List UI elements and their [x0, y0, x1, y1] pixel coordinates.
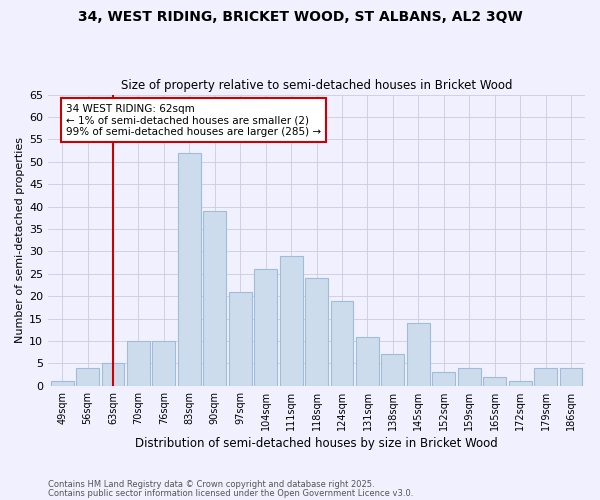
Bar [560, 368, 583, 386]
Bar [534, 368, 557, 386]
Title: Size of property relative to semi-detached houses in Bricket Wood: Size of property relative to semi-detach… [121, 79, 512, 92]
Bar [509, 382, 532, 386]
Bar [483, 377, 506, 386]
Bar [382, 354, 404, 386]
Bar [331, 300, 353, 386]
Text: Contains public sector information licensed under the Open Government Licence v3: Contains public sector information licen… [48, 490, 413, 498]
Text: Contains HM Land Registry data © Crown copyright and database right 2025.: Contains HM Land Registry data © Crown c… [48, 480, 374, 489]
X-axis label: Distribution of semi-detached houses by size in Bricket Wood: Distribution of semi-detached houses by … [135, 437, 498, 450]
Bar [152, 341, 175, 386]
Bar [458, 368, 481, 386]
Bar [229, 292, 251, 386]
Bar [76, 368, 99, 386]
Bar [407, 323, 430, 386]
Bar [433, 372, 455, 386]
Bar [203, 211, 226, 386]
Bar [101, 364, 124, 386]
Text: 34, WEST RIDING, BRICKET WOOD, ST ALBANS, AL2 3QW: 34, WEST RIDING, BRICKET WOOD, ST ALBANS… [77, 10, 523, 24]
Y-axis label: Number of semi-detached properties: Number of semi-detached properties [15, 137, 25, 343]
Bar [127, 341, 150, 386]
Bar [178, 153, 201, 386]
Text: 34 WEST RIDING: 62sqm
← 1% of semi-detached houses are smaller (2)
99% of semi-d: 34 WEST RIDING: 62sqm ← 1% of semi-detac… [66, 104, 321, 136]
Bar [356, 336, 379, 386]
Bar [305, 278, 328, 386]
Bar [280, 256, 302, 386]
Bar [254, 270, 277, 386]
Bar [50, 382, 74, 386]
